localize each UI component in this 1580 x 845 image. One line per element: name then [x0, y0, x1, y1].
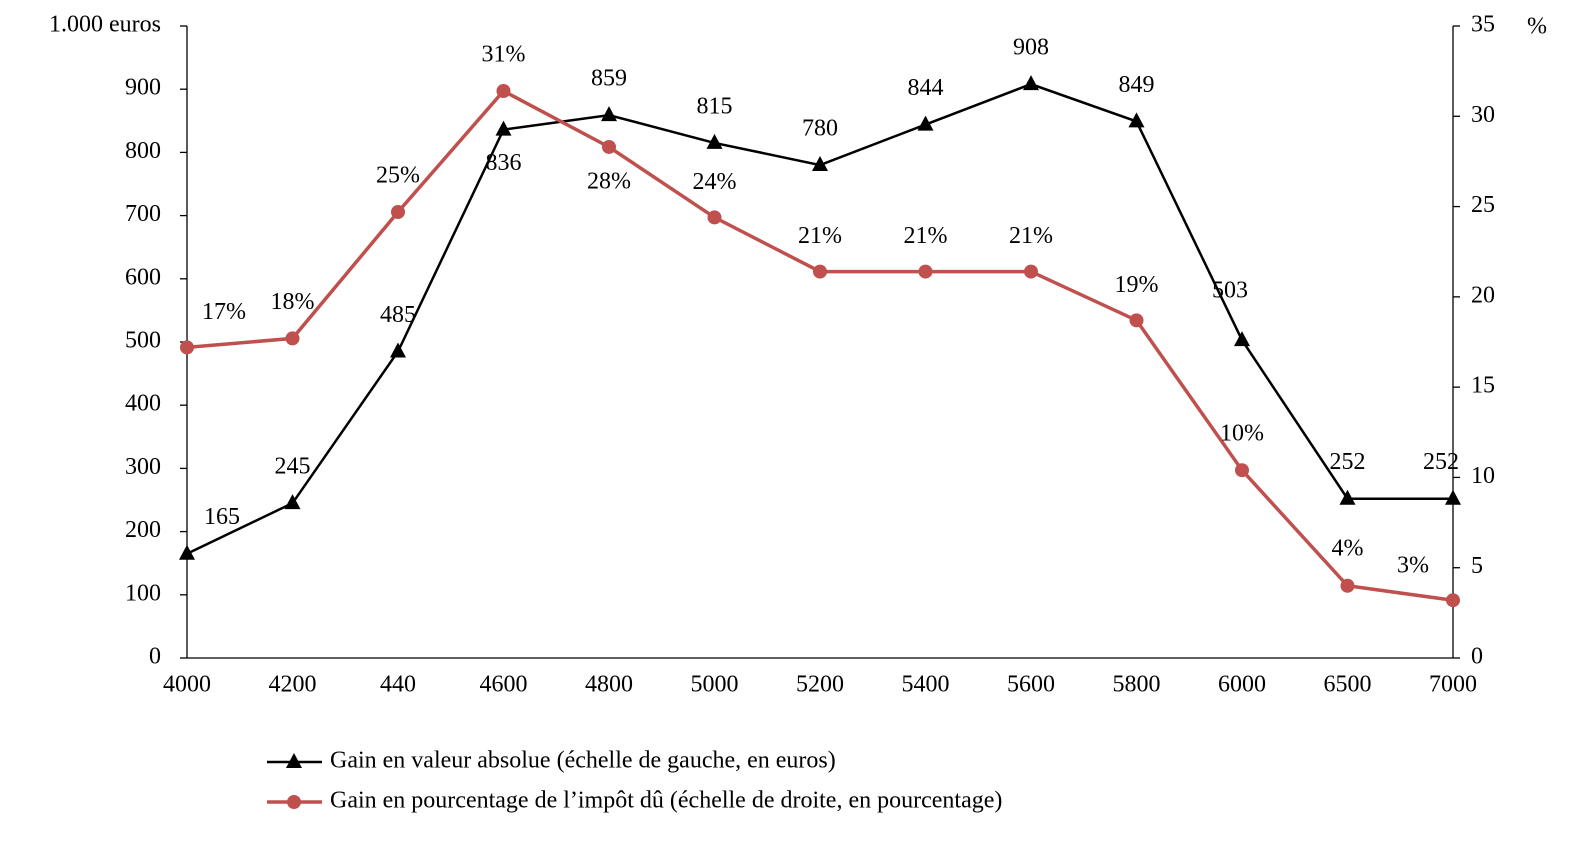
data-label: 25% [376, 162, 420, 188]
point-marker [1023, 75, 1039, 91]
series-line [186, 82, 1453, 555]
y-tick-label: 600 [125, 264, 161, 290]
data-label: 21% [798, 223, 842, 249]
data-label: 252 [1423, 449, 1459, 475]
point-marker [496, 84, 511, 99]
point-marker [179, 544, 195, 560]
point-marker [707, 210, 722, 225]
point-marker [1445, 489, 1461, 505]
point-marker [1129, 313, 1144, 328]
point-marker [812, 156, 828, 172]
x-tick-label: 5400 [902, 672, 950, 698]
y2-tick-label: 0 [1471, 644, 1483, 670]
legend-marker [286, 753, 302, 768]
data-label: 252 [1330, 449, 1366, 475]
data-label: 815 [697, 93, 733, 119]
y2-tick-label: 15 [1471, 373, 1495, 399]
point-marker [180, 340, 194, 355]
y-tick-label: 1.000 euros [49, 12, 161, 38]
point-marker [1128, 112, 1145, 128]
data-label: 165 [204, 504, 240, 530]
point-marker [602, 139, 616, 154]
y-tick-label: 700 [125, 201, 161, 227]
point-marker [1234, 331, 1250, 347]
point-marker [284, 494, 301, 510]
data-label: 485 [380, 302, 416, 328]
y2-tick-label: 5 [1471, 553, 1483, 579]
x-tick-label: 5800 [1113, 672, 1161, 698]
x-tick-label: 4000 [163, 672, 211, 698]
data-label: 836 [486, 150, 522, 176]
data-label: 24% [693, 169, 737, 195]
y-tick-label: 200 [125, 517, 161, 543]
data-label: 18% [271, 289, 315, 315]
data-label: 3% [1397, 553, 1429, 579]
legend-label: Gain en pourcentage de l’impôt dû (échel… [330, 788, 1002, 814]
data-label: 19% [1115, 272, 1159, 298]
data-label: 849 [1119, 72, 1155, 98]
data-label: 844 [908, 75, 944, 101]
point-marker [1339, 489, 1356, 505]
x-tick-label: 7000 [1429, 672, 1477, 698]
y-tick-label: 100 [125, 580, 161, 606]
y2-tick-label: 25 [1471, 192, 1495, 218]
point-marker [1446, 593, 1460, 608]
x-tick-label: 5600 [1007, 672, 1055, 698]
data-label: 31% [482, 42, 526, 68]
point-marker [706, 133, 723, 149]
point-marker [917, 115, 934, 131]
legend-marker [287, 795, 301, 809]
y-tick-label: 500 [125, 328, 161, 354]
point-marker [918, 264, 933, 279]
data-label: 28% [587, 168, 631, 194]
data-label: 245 [275, 454, 311, 480]
data-label: 10% [1220, 421, 1264, 447]
legend-label: Gain en valeur absolue (échelle de gauch… [330, 748, 836, 774]
y-tick-label: 0 [149, 644, 161, 670]
x-tick-label: 6000 [1218, 672, 1266, 698]
y-tick-label: 900 [125, 75, 161, 101]
y-tick-label: 300 [125, 454, 161, 480]
data-label: 4% [1332, 535, 1364, 561]
y2-tick-label: 30 [1471, 102, 1495, 128]
y2-tick-label: 35 [1471, 12, 1495, 38]
point-marker [601, 106, 617, 122]
point-marker [813, 264, 827, 279]
point-marker [390, 342, 406, 358]
y2-unit: % [1527, 14, 1547, 40]
point-marker [495, 120, 512, 136]
point-marker [391, 204, 405, 219]
data-label: 908 [1013, 35, 1049, 61]
point-marker [1235, 463, 1249, 478]
y2-tick-label: 20 [1471, 282, 1495, 308]
data-label: 503 [1212, 278, 1248, 304]
x-tick-label: 4600 [480, 672, 528, 698]
data-label: 21% [1009, 223, 1053, 249]
y-tick-label: 800 [125, 138, 161, 164]
data-label: 780 [802, 116, 838, 142]
data-label: 17% [202, 299, 246, 325]
x-tick-label: 4800 [585, 672, 633, 698]
x-tick-label: 440 [380, 672, 416, 698]
point-marker [1340, 578, 1355, 593]
data-label: 859 [591, 66, 627, 92]
data-label: 21% [904, 223, 948, 249]
y2-tick-label: 10 [1471, 463, 1495, 489]
point-marker [1024, 264, 1038, 279]
x-tick-label: 5200 [796, 672, 844, 698]
x-tick-label: 5000 [691, 672, 739, 698]
x-tick-label: 6500 [1324, 672, 1372, 698]
y-tick-label: 400 [125, 391, 161, 417]
point-marker [285, 331, 300, 346]
x-tick-label: 4200 [269, 672, 317, 698]
